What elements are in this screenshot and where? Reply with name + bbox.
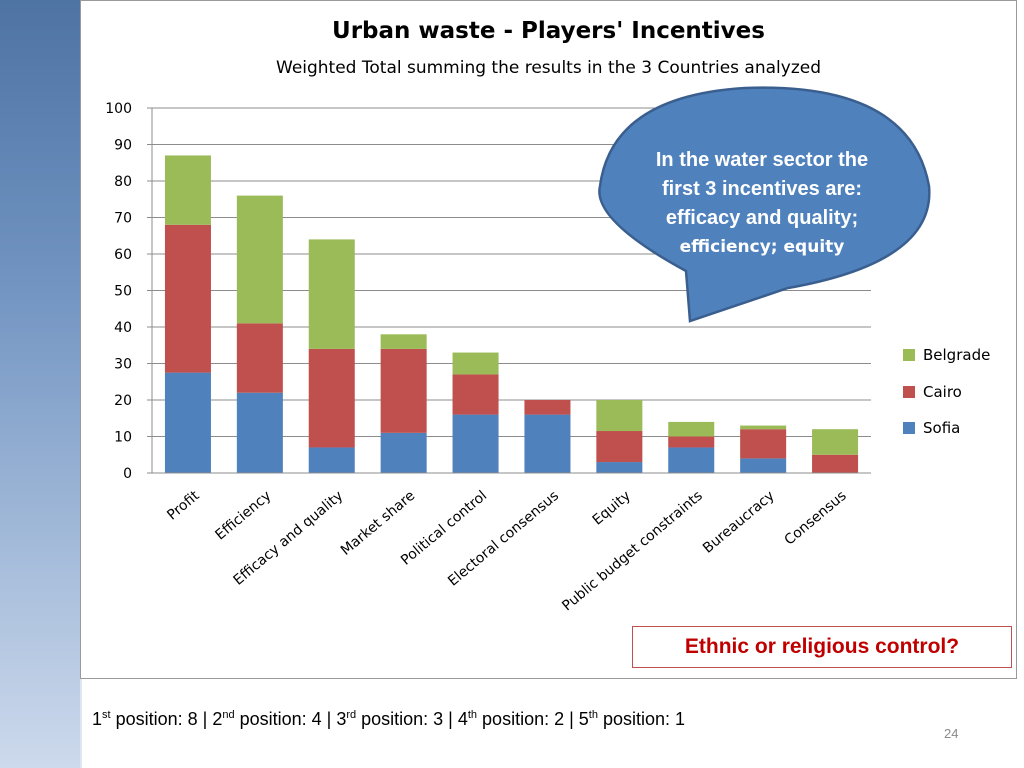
bar-segment-cairo (524, 400, 571, 415)
bar-segment-cairo (236, 323, 283, 393)
position-4-text: position: 2 | (477, 709, 579, 729)
y-tick-label: 100 (105, 101, 132, 117)
bar-segment-cairo (740, 429, 787, 459)
callout-line-1: In the water sector the (655, 149, 869, 171)
position-3-num: 3 (336, 709, 347, 729)
bar-segment-belgrade (164, 155, 211, 225)
callout-line-4: efficiency; equity (679, 237, 845, 257)
position-1-text: position: 8 | (110, 709, 213, 729)
bar-segment-sofia (164, 372, 211, 473)
bar-segment-sofia (596, 462, 643, 473)
legend-label: Cairo (923, 382, 962, 401)
chart-title: Urban waste - Players' Incentives (332, 18, 765, 44)
legend-swatch (903, 422, 915, 435)
x-tick-label: Market share (338, 488, 418, 559)
y-tick-label: 90 (114, 138, 132, 154)
legend-item-sofia: Sofia (903, 410, 990, 447)
bar-segment-sofia (524, 414, 571, 473)
bar-segment-sofia (308, 447, 355, 473)
x-tick-label: Public budget constraints (559, 488, 705, 615)
bar-segment-cairo (380, 348, 427, 433)
x-tick-label: Profit (164, 487, 203, 523)
position-3-suffix: rd (346, 709, 357, 721)
bar-segment-belgrade (308, 239, 355, 349)
note-text: Ethnic or religious control? (684, 635, 960, 658)
bar-segment-belgrade (236, 195, 283, 324)
bar-segment-cairo (308, 348, 355, 448)
bars-layer (164, 155, 859, 473)
position-1-suffix: st (102, 709, 111, 721)
y-tick-label: 40 (114, 320, 132, 336)
legend-label: Sofia (923, 419, 961, 438)
bar-segment-belgrade (596, 400, 643, 432)
legend-item-cairo: Cairo (903, 374, 990, 411)
chart-legend: Belgrade Cairo Sofia (903, 337, 990, 447)
callout-bubble (598, 86, 931, 323)
position-2-suffix: nd (222, 709, 235, 721)
bar-segment-cairo (452, 374, 499, 415)
position-2-text: position: 4 | (234, 709, 337, 729)
bar-segment-cairo (164, 224, 211, 373)
position-1-num: 1 (92, 709, 103, 729)
bar-segment-belgrade (380, 334, 427, 349)
position-5-num: 5 (578, 709, 589, 729)
bar-segment-sofia (236, 392, 283, 473)
position-3-text: position: 3 | (356, 709, 458, 729)
bar-segment-belgrade (740, 425, 787, 430)
callout-line-2: first 3 incentives are: (661, 178, 863, 200)
bar-segment-cairo (668, 436, 715, 448)
callout-layer (598, 86, 931, 323)
x-tick-label: Bureaucracy (700, 488, 778, 557)
y-tick-label: 10 (114, 430, 132, 446)
position-4-suffix: th (467, 709, 478, 721)
x-tick-label: Efficiency (212, 488, 274, 544)
note-box: Ethnic or religious control? (632, 626, 1012, 668)
position-5-suffix: th (588, 709, 598, 721)
bar-segment-belgrade (668, 421, 715, 437)
position-2-num: 2 (212, 709, 223, 729)
slide-side-band (0, 0, 80, 768)
bar-segment-belgrade (812, 429, 859, 455)
position-4-num: 4 (457, 709, 468, 729)
chart-subtitle: Weighted Total summing the results in th… (276, 58, 821, 78)
y-tick-label: 60 (114, 247, 132, 263)
bar-segment-cairo (596, 431, 643, 463)
positions-summary: 1st position: 8 | 2nd position: 4 | 3rd … (92, 709, 685, 730)
bar-segment-sofia (380, 432, 427, 473)
y-tick-label: 80 (114, 174, 132, 190)
legend-label: Belgrade (923, 346, 991, 365)
slide-number: 24 (944, 726, 959, 741)
position-5-text: position: 1 (597, 709, 686, 729)
legend-swatch (903, 349, 915, 362)
x-tick-label: Consensus (782, 488, 850, 549)
y-tick-label: 50 (114, 284, 132, 300)
legend-swatch (903, 385, 915, 398)
bar-segment-sofia (452, 414, 499, 473)
bar-segment-sofia (740, 458, 787, 473)
bar-segment-cairo (812, 454, 859, 473)
bar-segment-belgrade (452, 352, 499, 375)
y-tick-label: 0 (123, 466, 132, 482)
y-tick-label: 20 (114, 393, 132, 409)
legend-item-belgrade: Belgrade (903, 337, 990, 374)
bar-segment-sofia (668, 447, 715, 473)
callout-text: In the water sector the first 3 incentiv… (612, 146, 912, 262)
x-tick-label: Equity (590, 488, 634, 529)
y-tick-label: 30 (114, 357, 132, 373)
callout-line-3: efficacy and quality; (665, 207, 859, 229)
y-tick-label: 70 (114, 211, 132, 227)
